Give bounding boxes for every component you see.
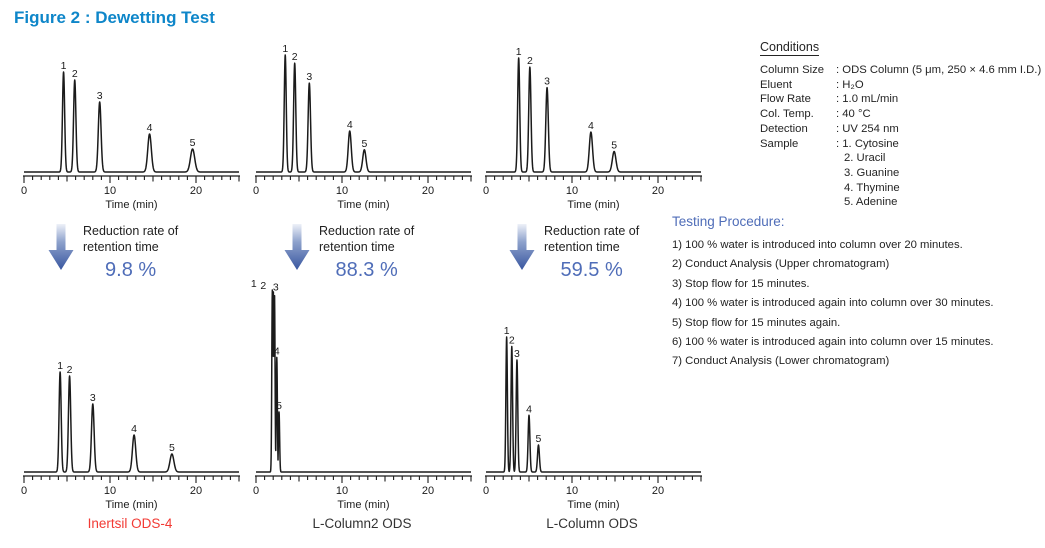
svg-text:0: 0 — [21, 485, 27, 497]
svg-text:0: 0 — [483, 185, 489, 197]
svg-text:Time (min): Time (min) — [337, 499, 389, 511]
procedure-step: 5) Stop flow for 15 minutes again. — [672, 316, 841, 329]
svg-text:4: 4 — [131, 423, 137, 435]
svg-text:1: 1 — [57, 360, 63, 372]
chromatogram-top-left: 0 10 20 Time (min) 1 2 3 4 5 — [14, 59, 244, 212]
sample-item: 5. Adenine — [844, 196, 898, 209]
svg-text:1: 1 — [504, 325, 510, 337]
svg-text:3: 3 — [273, 282, 279, 294]
svg-text:Time (min): Time (min) — [105, 499, 157, 511]
svg-text:4: 4 — [588, 120, 594, 132]
svg-text:10: 10 — [336, 185, 348, 197]
svg-text:5: 5 — [611, 139, 617, 151]
svg-text:1: 1 — [61, 60, 67, 72]
column-name-lcolumn2-ods: L-Column2 ODS — [312, 516, 412, 531]
svg-text:20: 20 — [422, 185, 434, 197]
column-name-inertsil-ods4: Inertsil ODS-4 — [87, 516, 173, 531]
svg-text:4: 4 — [274, 345, 280, 357]
reduction-value: 88.3 % — [335, 259, 398, 281]
svg-text:10: 10 — [336, 485, 348, 497]
svg-text:0: 0 — [21, 185, 27, 197]
svg-text:2: 2 — [509, 334, 515, 346]
svg-text:5: 5 — [190, 137, 196, 149]
svg-text:2: 2 — [292, 51, 298, 63]
condition-row: Column Size : ODS Column (5 μm, 250 × 4.… — [760, 64, 1042, 76]
svg-text:3: 3 — [306, 71, 312, 83]
svg-text:2: 2 — [67, 364, 73, 376]
svg-text:3: 3 — [514, 348, 520, 360]
svg-text:1: 1 — [251, 278, 257, 290]
column-name-lcolumn-ods: L-Column ODS — [546, 516, 638, 531]
figure-title: Figure 2 : Dewetting Test — [14, 8, 215, 27]
svg-text:1: 1 — [282, 43, 288, 55]
chromatogram-bottom-right: 0 10 20 Time (min) 1 2 3 4 5 — [476, 324, 706, 512]
procedure-step: 6) 100 % water is introduced again into … — [672, 336, 994, 349]
svg-text:10: 10 — [104, 185, 116, 197]
arrow-down-icon — [509, 224, 535, 270]
svg-text:20: 20 — [652, 485, 664, 497]
reduction-value: 9.8 % — [105, 259, 157, 281]
arrow-down-icon — [284, 224, 310, 270]
svg-text:2: 2 — [260, 280, 266, 292]
procedure-step: 7) Conduct Analysis (Lower chromatogram) — [672, 355, 890, 368]
svg-text:5: 5 — [361, 138, 367, 150]
svg-text:Time (min): Time (min) — [567, 499, 619, 511]
svg-text:5: 5 — [169, 442, 175, 454]
reduction-block-lcolumn: Reduction rate of retention time 59.5 % — [507, 224, 639, 282]
svg-text:10: 10 — [566, 485, 578, 497]
svg-text:20: 20 — [190, 485, 202, 497]
reduction-caption: Reduction rate of retention time — [544, 224, 640, 254]
sample-item: 2. Uracil — [844, 152, 886, 165]
arrow-down-icon — [48, 224, 74, 270]
procedure-step: 3) Stop flow for 15 minutes. — [672, 277, 810, 290]
svg-text:4: 4 — [147, 122, 153, 134]
reduction-caption: Reduction rate of retention time — [83, 224, 179, 254]
chromatogram-bottom-middle: 0 10 20 Time (min) 1 2 3 4 5 — [246, 277, 476, 512]
condition-row: Eluent : H₂O — [760, 78, 864, 91]
svg-text:3: 3 — [97, 90, 103, 102]
sample-item: 4. Thymine — [844, 181, 900, 194]
condition-row: Detection : UV 254 nm — [760, 122, 899, 135]
condition-row: Flow Rate : 1.0 mL/min — [760, 93, 899, 106]
svg-text:4: 4 — [347, 119, 353, 131]
svg-text:4: 4 — [526, 403, 532, 415]
svg-text:3: 3 — [544, 76, 550, 88]
svg-text:0: 0 — [253, 485, 259, 497]
svg-text:Time (min): Time (min) — [337, 199, 389, 211]
svg-text:20: 20 — [652, 185, 664, 197]
svg-text:5: 5 — [276, 400, 282, 412]
svg-text:10: 10 — [104, 485, 116, 497]
procedure-step: 2) Conduct Analysis (Upper chromatogram) — [672, 258, 890, 271]
svg-text:10: 10 — [566, 185, 578, 197]
condition-row: Sample : 1. Cytosine — [760, 137, 899, 150]
svg-text:2: 2 — [527, 55, 533, 67]
svg-text:20: 20 — [422, 485, 434, 497]
testing-procedure-panel: Testing Procedure: 1) 100 % water is int… — [672, 214, 1045, 372]
reduction-block-lcolumn2: Reduction rate of retention time 88.3 % — [282, 224, 414, 282]
testing-procedure-heading: Testing Procedure: — [672, 214, 785, 229]
condition-row: Col. Temp. : 40 °C — [760, 108, 871, 121]
conditions-heading: Conditions — [760, 40, 820, 56]
svg-text:0: 0 — [483, 485, 489, 497]
svg-text:1: 1 — [516, 46, 522, 58]
chromatogram-top-middle: 0 10 20 Time (min) 1 2 3 4 5 — [246, 42, 476, 212]
chromatogram-top-right: 0 10 20 Time (min) 1 2 3 4 5 — [476, 45, 706, 212]
chromatogram-bottom-left: 0 10 20 Time (min) 1 2 3 4 5 — [14, 359, 244, 512]
svg-text:Time (min): Time (min) — [567, 199, 619, 211]
procedure-step: 4) 100 % water is introduced again into … — [672, 297, 994, 310]
svg-text:5: 5 — [536, 433, 542, 445]
conditions-panel: Conditions Column Size : ODS Column (5 μ… — [760, 38, 1045, 210]
procedure-step: 1) 100 % water is introduced into column… — [672, 239, 963, 251]
svg-text:3: 3 — [90, 392, 96, 404]
svg-text:2: 2 — [72, 68, 78, 80]
svg-text:Time (min): Time (min) — [105, 199, 157, 211]
svg-text:20: 20 — [190, 185, 202, 197]
reduction-caption: Reduction rate of retention time — [319, 224, 415, 254]
svg-text:0: 0 — [253, 185, 259, 197]
reduction-block-inertsil: Reduction rate of retention time 9.8 % — [46, 224, 178, 282]
sample-item: 3. Guanine — [844, 166, 900, 179]
reduction-value: 59.5 % — [560, 259, 623, 281]
